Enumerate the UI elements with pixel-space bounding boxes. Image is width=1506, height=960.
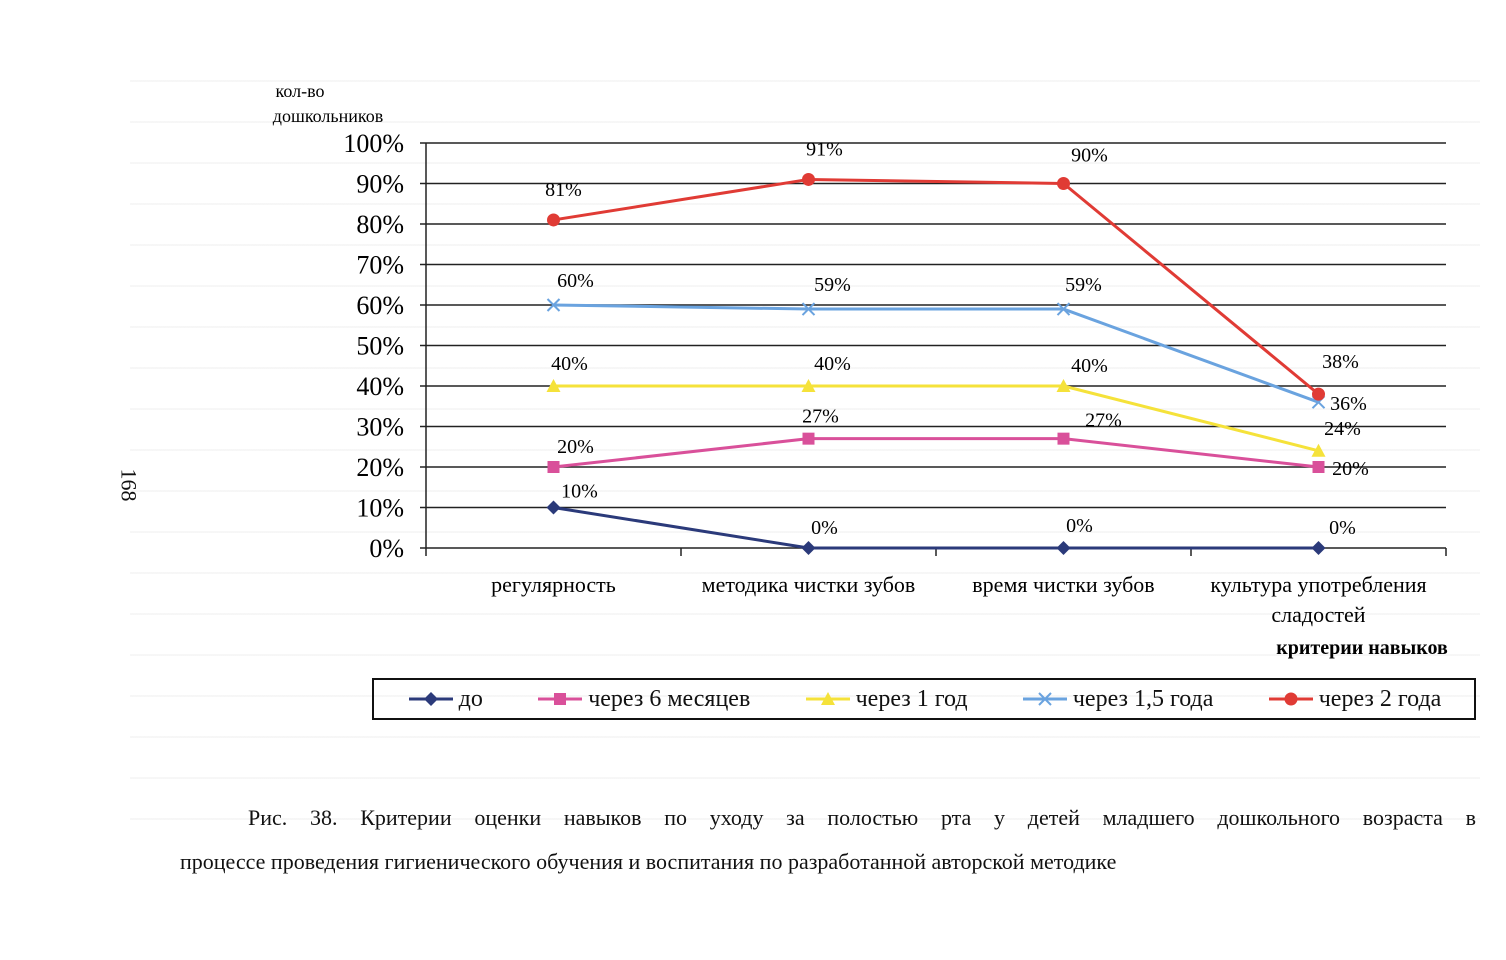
data-label: 38% [1322,351,1359,373]
y-tick-label: 70% [356,251,404,280]
data-point-marker [820,692,835,705]
data-point-marker [554,693,567,705]
data-label: 59% [814,274,851,296]
data-point-marker [1311,541,1326,555]
x-category-label: время чистки зубов [972,572,1154,597]
data-label: 36% [1330,393,1367,415]
data-point-marker [546,298,561,312]
data-label: 24% [1324,418,1361,440]
legend-item: через 1,5 года [1021,685,1214,713]
legend-item: до [407,686,483,713]
data-point-marker [1284,692,1298,706]
data-point-marker [423,692,438,706]
series-line [553,437,1319,469]
data-label: 0% [1329,517,1356,539]
y-axis-label-line1: кол-во [276,81,325,101]
legend-swatch [1268,692,1313,706]
y-tick-label: 40% [356,372,404,401]
legend-swatch [538,693,583,705]
y-tick-label: 0% [369,534,404,563]
data-label: 40% [1071,355,1108,377]
y-tick-label: 100% [343,129,404,158]
series-line [553,303,1320,404]
data-label: 40% [814,353,851,375]
y-axis-label-line2: дошкольников [273,106,383,126]
data-label: 59% [1065,274,1102,296]
legend-label: через 1 год [855,685,968,712]
data-label: 60% [557,270,594,292]
series-line [553,177,1320,396]
legend-label: через 1,5 года [1072,685,1214,712]
data-point-marker [801,379,816,392]
x-axis-label: критерии навыков [1276,637,1448,659]
data-point-marker [546,500,561,515]
data-point-marker [801,302,816,316]
x-category-label: культура употребления [1210,572,1426,597]
data-point-marker [1056,379,1071,392]
figure-caption: Рис. 38. Критерии оценки навыков по уход… [180,796,1476,884]
y-tick-label: 20% [356,453,404,482]
data-label: 27% [1085,410,1122,432]
series-line [553,384,1319,453]
data-point-marker [1056,541,1071,555]
x-category-label: методика чистки зубов [702,572,916,597]
y-tick-label: 50% [356,332,404,361]
legend: до через 6 месяцев через 1 год через 1,5 го… [372,678,1476,720]
y-tick-label: 30% [356,413,404,442]
data-label: 0% [1066,515,1093,537]
marker-stroke [546,298,561,312]
data-point-marker [1312,387,1325,401]
y-tick-label: 60% [356,291,404,320]
x-category-label: сладостей [1271,602,1365,627]
data-label: 81% [545,179,582,201]
gridlines [426,142,1446,509]
data-point-marker [546,379,561,392]
data-label: 0% [811,517,838,539]
x-category-label: регулярность [491,572,616,597]
line-chart: 0% 10% 20% 30% 40% 50% 60% 70% 80% 90% 100% регуля… [273,81,1448,659]
data-point-marker [1038,692,1052,706]
data-label: 10% [561,481,598,503]
data-label: 91% [806,138,843,160]
data-label: 20% [557,436,594,458]
y-tick-labels: 0% 10% 20% 30% 40% 50% 60% 70% 80% 90% 100% [343,129,404,563]
legend-item: через 6 месяцев [536,686,750,713]
legend-label: до [458,685,483,712]
x-category-labels: регулярность методика чистки зубов время ч… [491,572,1427,627]
series-line [553,506,1319,550]
legend-item: через 2 года [1267,685,1442,713]
data-point-marker [1057,432,1070,445]
caption-line-2: процессе проведения гигиенического обуче… [180,849,1117,874]
marker-stroke [1056,302,1071,316]
data-label: 27% [802,406,839,428]
y-tick-label: 80% [356,210,404,239]
legend-swatch [805,692,850,705]
y-tick-label: 10% [356,494,404,523]
legend-swatch [1022,692,1067,706]
data-point-marker [1312,461,1325,473]
data-point-marker [802,432,815,445]
data-point-marker [547,461,560,473]
legend-item: через 1 год [804,686,968,713]
data-labels: 10% 0% 0% 0% 20% 27% 27% 20% 40% 40% 40% 24% 60% 59% 5… [545,138,1369,539]
data-label: 20% [1332,458,1369,480]
y-tick-label: 90% [356,170,404,199]
data-point-marker [1056,302,1071,316]
legend-label: через 2 года [1318,685,1442,712]
data-label: 40% [551,353,588,375]
marker-stroke [801,302,816,316]
data-point-marker [802,172,815,186]
data-point-marker [1057,177,1070,190]
caption-line-1: Рис. 38. Критерии оценки навыков по уход… [248,805,1476,830]
legend-label: через 6 месяцев [588,685,751,712]
legend-swatch [408,692,453,706]
data-point-marker [1311,443,1326,457]
data-point-marker [547,213,560,227]
data-label: 90% [1071,145,1108,167]
series-lines [546,172,1326,555]
data-point-marker [801,541,816,555]
marker-stroke [1038,692,1052,706]
